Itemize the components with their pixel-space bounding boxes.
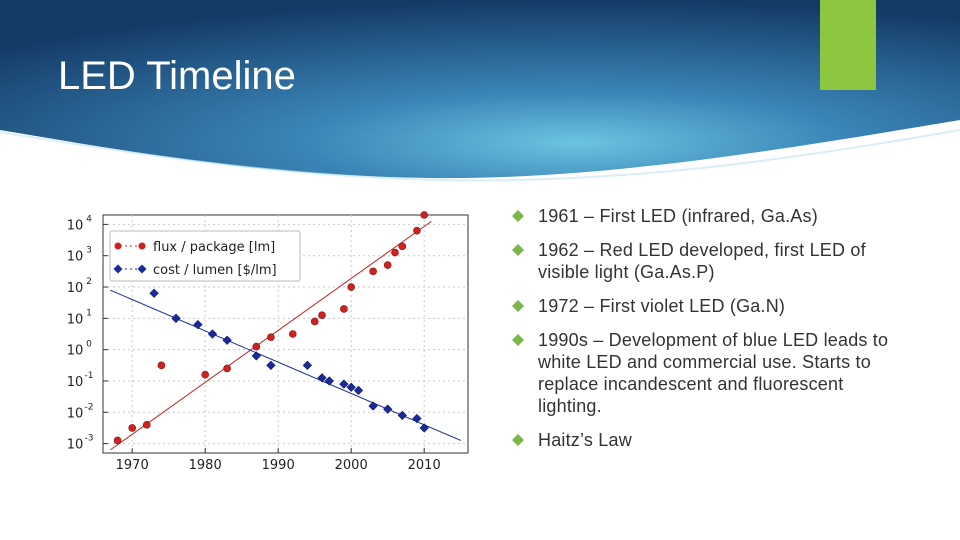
y-tick-exponent: 3 xyxy=(86,246,92,256)
cost-point xyxy=(383,404,393,414)
x-tick-label: 1980 xyxy=(189,458,222,473)
cost-point xyxy=(266,360,276,370)
flux-point xyxy=(128,424,136,432)
cost-point xyxy=(171,313,181,323)
cost-point xyxy=(324,376,334,386)
legend-cost-label: cost / lumen [$/lm] xyxy=(153,263,277,278)
y-tick-exponent: 0 xyxy=(86,340,92,350)
x-axis-ticks: 1970 1980 1990 2000 2010 xyxy=(116,448,441,473)
cost-point xyxy=(368,401,378,411)
bullet-item: 1990s – Development of blue LED leads to… xyxy=(512,329,912,417)
x-tick-label: 1990 xyxy=(262,458,295,473)
cost-point xyxy=(412,413,422,424)
cost-point xyxy=(193,319,203,330)
y-tick-exponent: -1 xyxy=(85,371,94,381)
flux-point xyxy=(340,305,348,313)
bullet-text: Haitz’s Law xyxy=(538,430,632,450)
cost-point xyxy=(339,379,349,389)
slide-header: LED Timeline xyxy=(0,0,960,190)
accent-bar xyxy=(820,0,876,90)
led-scatter-chart: 1970 1980 1990 2000 2010 10 -3 10 -2 10 -1 10 0 10 1 1… xyxy=(55,195,475,485)
flux-point xyxy=(157,361,166,370)
y-tick-exponent: -3 xyxy=(85,434,94,444)
bullet-text: 1962 – Red LED developed, first LED of v… xyxy=(538,240,866,282)
cost-point xyxy=(353,385,364,395)
x-tick-label: 2000 xyxy=(335,458,368,473)
flux-point xyxy=(223,364,231,373)
y-tick-label: 10 xyxy=(67,375,84,390)
y-tick-exponent: 4 xyxy=(86,214,92,224)
cost-point xyxy=(251,351,261,361)
y-tick-label: 10 xyxy=(67,218,84,233)
flux-point xyxy=(267,333,275,341)
y-tick-label: 10 xyxy=(67,344,84,359)
flux-point xyxy=(391,248,399,257)
bullet-item: Haitz’s Law xyxy=(512,429,912,451)
flux-point xyxy=(369,267,377,276)
cost-point xyxy=(207,329,218,339)
y-tick-exponent: -2 xyxy=(85,402,94,412)
slide-title: LED Timeline xyxy=(58,54,296,98)
flux-point xyxy=(420,211,429,219)
flux-point xyxy=(143,421,151,429)
bullet-list: 1961 – First LED (infrared, Ga.As) 1962 … xyxy=(512,205,912,463)
legend-cost-marker xyxy=(137,264,147,274)
flux-point xyxy=(383,261,392,269)
bullet-item: 1962 – Red LED developed, first LED of v… xyxy=(512,239,912,283)
y-tick-exponent: 2 xyxy=(86,277,92,287)
x-tick-label: 2010 xyxy=(408,458,441,473)
bullet-item: 1961 – First LED (infrared, Ga.As) xyxy=(512,205,912,227)
bullet-text: 1961 – First LED (infrared, Ga.As) xyxy=(538,206,818,226)
y-tick-label: 10 xyxy=(67,281,84,296)
y-tick-label: 10 xyxy=(67,438,84,453)
cost-point xyxy=(149,288,159,298)
y-tick-label: 10 xyxy=(67,312,84,327)
flux-point xyxy=(289,330,297,338)
flux-point xyxy=(252,342,261,351)
y-tick-exponent: 1 xyxy=(86,308,92,318)
cost-point xyxy=(346,382,356,392)
cost-point xyxy=(397,410,407,421)
legend-flux-marker xyxy=(114,242,122,250)
cost-point xyxy=(222,335,232,345)
cost-point xyxy=(419,423,429,433)
flux-point xyxy=(413,226,421,235)
legend-cost-marker xyxy=(113,264,123,274)
chart-canvas: 1970 1980 1990 2000 2010 10 -310 -210 -110 010 11… xyxy=(67,211,469,473)
bullet-text: 1972 – First violet LED (Ga.N) xyxy=(538,296,786,316)
flux-point xyxy=(201,370,209,379)
legend-box xyxy=(109,230,301,282)
flux-point xyxy=(347,283,356,291)
bullet-item: 1972 – First violet LED (Ga.N) xyxy=(512,295,912,317)
y-tick-label: 10 xyxy=(67,406,84,421)
cost-point xyxy=(302,360,313,370)
data-points xyxy=(113,211,429,445)
flux-point xyxy=(310,317,319,326)
x-tick-label: 1970 xyxy=(116,458,149,473)
flux-point xyxy=(113,436,122,445)
y-tick-label: 10 xyxy=(67,250,84,265)
flux-point xyxy=(398,242,407,251)
legend-flux-marker xyxy=(138,242,146,250)
bullet-text: 1990s – Development of blue LED leads to… xyxy=(538,330,889,416)
flux-point xyxy=(318,311,326,320)
legend-flux-label: flux / package [lm] xyxy=(153,240,275,255)
cost-point xyxy=(317,373,327,383)
chart-legend: flux / package [lm] cost / lumen [$/lm] xyxy=(109,230,301,282)
header-background xyxy=(0,0,960,182)
